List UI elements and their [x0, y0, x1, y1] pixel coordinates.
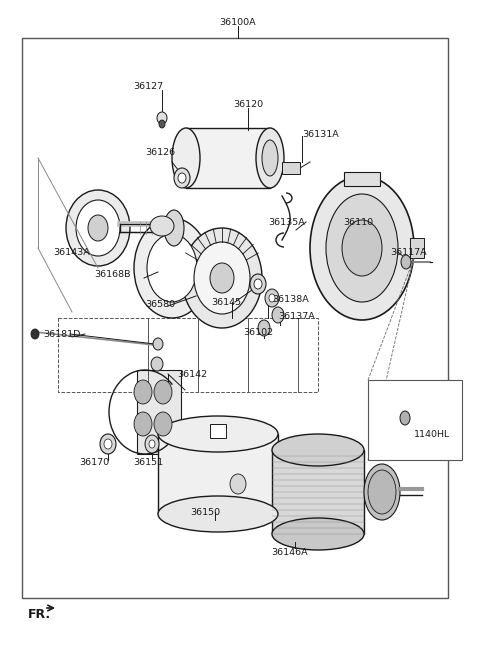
Text: 36181D: 36181D — [43, 330, 81, 339]
Bar — [22, 38, 448, 598]
Ellipse shape — [164, 210, 184, 246]
Ellipse shape — [159, 120, 165, 128]
Text: 36127: 36127 — [133, 82, 163, 91]
Bar — [368, 380, 462, 460]
Ellipse shape — [158, 496, 278, 532]
Text: 36131A: 36131A — [302, 130, 339, 139]
Ellipse shape — [134, 412, 152, 436]
Ellipse shape — [134, 380, 152, 404]
Ellipse shape — [250, 274, 266, 294]
Ellipse shape — [254, 279, 262, 289]
Ellipse shape — [194, 242, 250, 314]
Text: 36110: 36110 — [343, 218, 373, 227]
Ellipse shape — [147, 234, 197, 302]
Ellipse shape — [256, 128, 284, 188]
Ellipse shape — [154, 412, 172, 436]
Ellipse shape — [400, 411, 410, 425]
Ellipse shape — [100, 434, 116, 454]
Ellipse shape — [66, 190, 130, 266]
Text: 36102: 36102 — [243, 328, 273, 337]
Bar — [158, 434, 278, 514]
Bar — [210, 424, 226, 438]
Ellipse shape — [104, 439, 112, 449]
Bar — [186, 128, 270, 188]
Ellipse shape — [258, 320, 270, 336]
Ellipse shape — [326, 194, 398, 302]
Bar — [272, 450, 364, 534]
Ellipse shape — [230, 474, 246, 494]
Text: 36120: 36120 — [233, 100, 263, 109]
Ellipse shape — [150, 216, 174, 236]
Text: 36126: 36126 — [145, 148, 175, 157]
Text: 36168B: 36168B — [94, 270, 130, 279]
Bar — [58, 318, 318, 392]
Ellipse shape — [151, 357, 163, 371]
Ellipse shape — [342, 220, 382, 276]
Text: 36100A: 36100A — [220, 18, 256, 27]
Text: 36142: 36142 — [177, 370, 207, 379]
Ellipse shape — [149, 440, 155, 448]
Text: 36146A: 36146A — [272, 548, 308, 557]
Ellipse shape — [265, 289, 279, 307]
Bar — [344, 172, 380, 186]
Ellipse shape — [31, 329, 39, 339]
Ellipse shape — [154, 380, 172, 404]
Text: 36151: 36151 — [133, 458, 163, 467]
Text: 36135A: 36135A — [268, 218, 305, 227]
Text: 36138A: 36138A — [272, 295, 309, 304]
Ellipse shape — [210, 263, 234, 293]
Ellipse shape — [182, 228, 262, 328]
Ellipse shape — [158, 416, 278, 452]
Ellipse shape — [368, 470, 396, 514]
Ellipse shape — [174, 168, 190, 188]
Ellipse shape — [262, 140, 278, 176]
Ellipse shape — [272, 518, 364, 550]
Ellipse shape — [76, 200, 120, 256]
Text: 36117A: 36117A — [390, 248, 427, 257]
Ellipse shape — [88, 215, 108, 241]
Text: 36137A: 36137A — [278, 312, 315, 321]
Text: 36143A: 36143A — [54, 248, 90, 257]
Bar — [410, 238, 424, 258]
Ellipse shape — [272, 434, 364, 466]
Text: FR.: FR. — [28, 608, 51, 621]
Text: 1140HL: 1140HL — [414, 430, 450, 439]
Ellipse shape — [272, 307, 284, 323]
Bar — [137, 370, 181, 454]
Ellipse shape — [401, 255, 411, 269]
Ellipse shape — [269, 294, 275, 302]
Ellipse shape — [178, 173, 186, 183]
Ellipse shape — [145, 435, 159, 453]
Ellipse shape — [364, 464, 400, 520]
Ellipse shape — [310, 176, 414, 320]
Ellipse shape — [153, 338, 163, 350]
Ellipse shape — [157, 112, 167, 124]
Text: 36150: 36150 — [190, 508, 220, 517]
Ellipse shape — [172, 128, 200, 188]
Text: 36580: 36580 — [145, 300, 175, 309]
Text: 36170: 36170 — [79, 458, 109, 467]
Ellipse shape — [134, 218, 210, 318]
Bar — [282, 162, 300, 174]
Text: 36145: 36145 — [211, 298, 241, 307]
